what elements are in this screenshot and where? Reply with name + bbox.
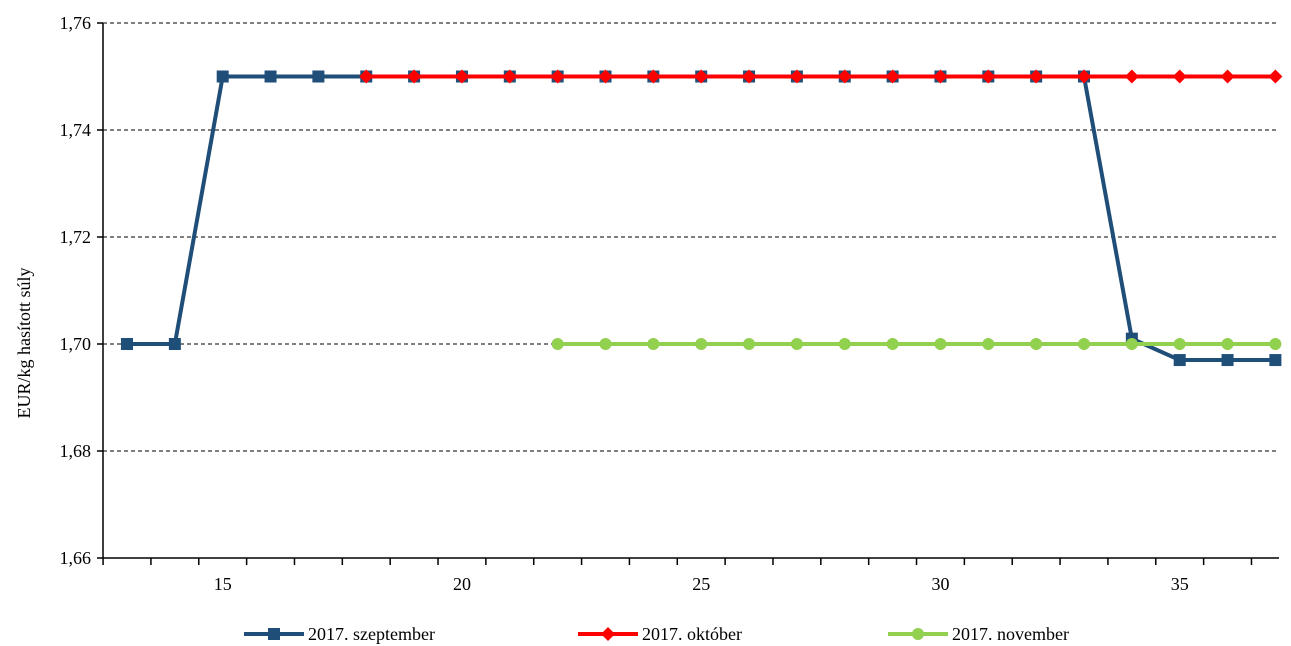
series-3-point-25 (695, 338, 708, 350)
series-2-point-30 (933, 69, 948, 84)
series-2-point-33 (1077, 69, 1091, 84)
y-axis-label: EUR/kg hasított súly (14, 267, 34, 418)
x-tick-label-15: 15 (214, 574, 232, 594)
series-3-point-31 (982, 338, 995, 350)
series-2-point-28 (837, 69, 852, 84)
series-1-point-35 (1173, 354, 1186, 367)
series-3-point-29 (886, 338, 899, 350)
series-1-line (127, 74, 1276, 363)
legend-label-2: 2017. október (642, 624, 742, 644)
series-2-point-26 (742, 69, 757, 84)
legend: 2017. szeptember 2017. október 2017. novem… (244, 624, 1069, 644)
legend-swatch-marker-3 (912, 628, 924, 640)
y-tick-label-3: 1,72 (60, 227, 92, 247)
series-3-point-28 (838, 338, 851, 350)
series-1-point-16 (264, 70, 277, 83)
series-2-point-22 (550, 69, 565, 84)
series-3-point-24 (647, 338, 660, 350)
y-tick-label-2: 1,70 (60, 334, 92, 354)
series-1-point-17 (312, 70, 325, 83)
series-3-point-27 (790, 338, 803, 350)
series-2-point-24 (646, 69, 661, 84)
series-2-point-19 (407, 69, 422, 84)
series-2-point-18 (359, 69, 374, 84)
series-3-point-36 (1221, 338, 1234, 350)
series-3-point-23 (599, 338, 612, 350)
legend-label-3: 2017. november (952, 624, 1069, 644)
series-2-point-34 (1124, 69, 1139, 84)
axes: 1,66 1,68 1,70 1,72 1,74 1,76 15 20 25 30 35 (60, 13, 1279, 594)
legend-swatch-marker-1 (268, 628, 280, 640)
series-2-point-36 (1220, 69, 1235, 84)
series-1 (121, 70, 1282, 367)
legend-swatch-marker-2 (601, 627, 615, 641)
series-2-point-31 (981, 69, 996, 84)
series-2-point-25 (694, 69, 709, 84)
y-tick-label-0: 1,66 (60, 548, 92, 568)
series-3-point-34 (1125, 338, 1138, 350)
series-3-point-37 (1269, 338, 1282, 350)
legend-item-1: 2017. szeptember (244, 624, 435, 644)
legend-item-2: 2017. október (578, 624, 742, 644)
series-3-point-35 (1173, 338, 1186, 350)
series-2-point-35 (1172, 69, 1187, 84)
series-3-point-26 (743, 338, 756, 350)
legend-item-3: 2017. november (888, 624, 1069, 644)
x-tick-label-35: 35 (1171, 574, 1189, 594)
series-3-point-32 (1030, 338, 1043, 350)
x-tick-label-25: 25 (692, 574, 710, 594)
series-group (121, 69, 1283, 367)
series-2-point-29 (885, 69, 900, 84)
series-2-point-21 (502, 69, 517, 84)
series-1-point-14 (168, 338, 181, 350)
series-3-point-22 (551, 338, 564, 350)
series-3-point-33 (1078, 338, 1090, 350)
series-2-point-20 (454, 69, 469, 84)
series-1-point-13 (121, 338, 133, 350)
x-tick-label-30: 30 (931, 574, 949, 594)
y-tick-label-5: 1,76 (60, 13, 92, 33)
series-2-point-37 (1268, 69, 1283, 84)
grid-lines (103, 22, 1279, 452)
series-3-point-30 (934, 338, 947, 350)
x-tick-label-20: 20 (453, 574, 471, 594)
series-1-point-36 (1221, 354, 1234, 367)
legend-label-1: 2017. szeptember (308, 624, 435, 644)
y-tick-label-1: 1,68 (60, 441, 92, 461)
series-3 (551, 338, 1282, 350)
y-tick-label-4: 1,74 (60, 120, 92, 140)
series-2 (359, 69, 1283, 84)
series-1-point-37 (1269, 354, 1282, 367)
series-2-point-27 (789, 69, 804, 84)
series-2-point-23 (598, 69, 613, 84)
series-2-point-32 (1029, 69, 1044, 84)
series-1-point-15 (216, 70, 229, 83)
